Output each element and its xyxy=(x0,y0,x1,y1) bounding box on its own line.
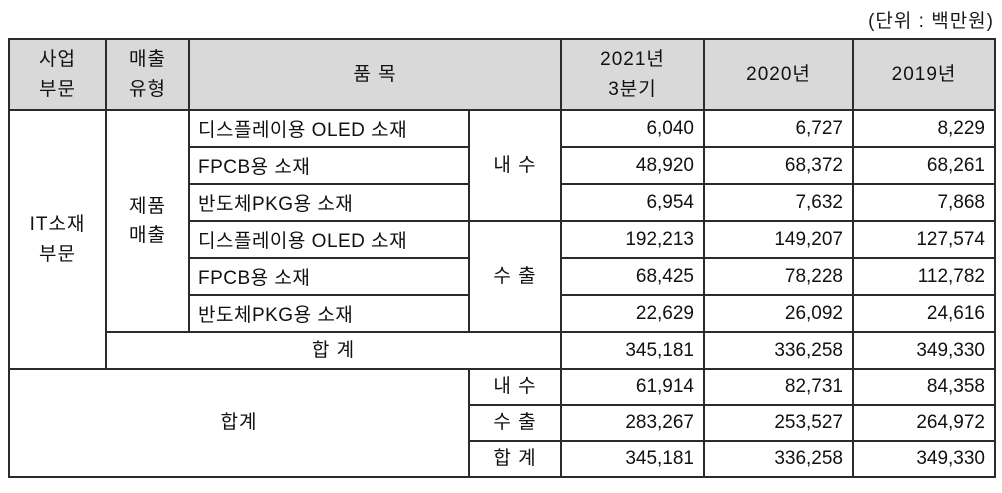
cell-value-2019: 84,358 xyxy=(852,368,996,406)
sales-breakdown-table: 사업 부문 매출 유형 품 목 2021년 3분기 2020년 2019년 IT… xyxy=(8,38,996,478)
cell-grand-total-label: 합계 xyxy=(8,368,470,478)
table-row: FPCB용 소재 68,425 78,228 112,782 xyxy=(9,257,996,296)
cell-value-2021q3: 68,425 xyxy=(560,257,705,296)
header-2021-q3: 2021년 3분기 xyxy=(560,38,705,111)
header-2020: 2020년 xyxy=(703,38,854,111)
cell-division: IT소재 부문 xyxy=(8,109,107,370)
header-row: 사업 부문 매출 유형 품 목 2021년 3분기 2020년 2019년 xyxy=(8,38,996,111)
cell-value-2019: 349,330 xyxy=(852,440,996,478)
cell-subtotal-2019: 349,330 xyxy=(852,331,996,370)
cell-channel-domestic: 내 수 xyxy=(468,109,562,222)
cell-value-2020: 6,727 xyxy=(703,109,854,148)
cell-value-2021q3: 6,040 xyxy=(560,109,705,148)
cell-value-2020: 253,527 xyxy=(703,404,854,442)
cell-value-2020: 26,092 xyxy=(703,294,854,333)
cell-sales-type: 제품 매출 xyxy=(105,109,190,333)
cell-value-2020: 68,372 xyxy=(703,146,854,185)
header-sales-type: 매출 유형 xyxy=(105,38,190,111)
cell-item: 반도체PKG용 소재 xyxy=(188,183,470,222)
section-subtotal-row: 합 계 345,181 336,258 349,330 xyxy=(9,331,996,370)
header-item: 품 목 xyxy=(188,38,562,111)
cell-value-2019: 8,229 xyxy=(852,109,996,148)
cell-channel-export: 수 출 xyxy=(468,220,562,333)
cell-value-2021q3: 22,629 xyxy=(560,294,705,333)
cell-value-2021q3: 6,954 xyxy=(560,183,705,222)
cell-channel-export: 수 출 xyxy=(468,404,562,442)
grand-total-domestic-row: 합계 내 수 61,914 82,731 84,358 xyxy=(8,368,996,478)
cell-item: FPCB용 소재 xyxy=(188,146,470,185)
header-2019: 2019년 xyxy=(852,38,996,111)
cell-value-2020: 7,632 xyxy=(703,183,854,222)
cell-item: FPCB용 소재 xyxy=(188,257,470,296)
cell-value-2019: 7,868 xyxy=(852,183,996,222)
cell-value-2020: 336,258 xyxy=(703,440,854,478)
cell-value-2021q3: 48,920 xyxy=(560,146,705,185)
cell-value-2021q3: 345,181 xyxy=(560,440,705,478)
cell-value-2019: 24,616 xyxy=(852,294,996,333)
grand-total-export-row: 수 출 283,267 253,527 264,972 xyxy=(9,404,996,442)
cell-item: 디스플레이용 OLED 소재 xyxy=(188,109,470,148)
cell-value-2021q3: 192,213 xyxy=(560,220,705,259)
cell-value-2020: 78,228 xyxy=(703,257,854,296)
unit-label: (단위 : 백만원) xyxy=(868,11,994,32)
table-row: IT소재 부문 제품 매출 디스플레이용 OLED 소재 내 수 6,040 6… xyxy=(8,109,996,370)
table-row: 반도체PKG용 소재 6,954 7,632 7,868 xyxy=(9,183,996,222)
grand-total-sum-row: 합 계 345,181 336,258 349,330 xyxy=(9,440,996,478)
cell-value-2020: 149,207 xyxy=(703,220,854,259)
cell-item: 디스플레이용 OLED 소재 xyxy=(188,220,470,259)
cell-value-2019: 127,574 xyxy=(852,220,996,259)
cell-value-2019: 264,972 xyxy=(852,404,996,442)
cell-value-2019: 112,782 xyxy=(852,257,996,296)
cell-subtotal-label: 합 계 xyxy=(105,331,562,370)
table-row: 반도체PKG용 소재 22,629 26,092 24,616 xyxy=(9,294,996,333)
cell-total-label: 합 계 xyxy=(468,440,562,478)
cell-value-2021q3: 283,267 xyxy=(560,404,705,442)
header-business-division: 사업 부문 xyxy=(8,38,107,111)
cell-value-2021q3: 61,914 xyxy=(560,368,705,406)
table-row: FPCB용 소재 48,920 68,372 68,261 xyxy=(9,146,996,185)
cell-subtotal-2021q3: 345,181 xyxy=(560,331,705,370)
cell-value-2019: 68,261 xyxy=(852,146,996,185)
table-row: 디스플레이용 OLED 소재 수 출 192,213 149,207 127,5… xyxy=(9,220,996,333)
cell-channel-domestic: 내 수 xyxy=(468,368,562,406)
cell-item: 반도체PKG용 소재 xyxy=(188,294,470,333)
cell-value-2020: 82,731 xyxy=(703,368,854,406)
cell-subtotal-2020: 336,258 xyxy=(703,331,854,370)
